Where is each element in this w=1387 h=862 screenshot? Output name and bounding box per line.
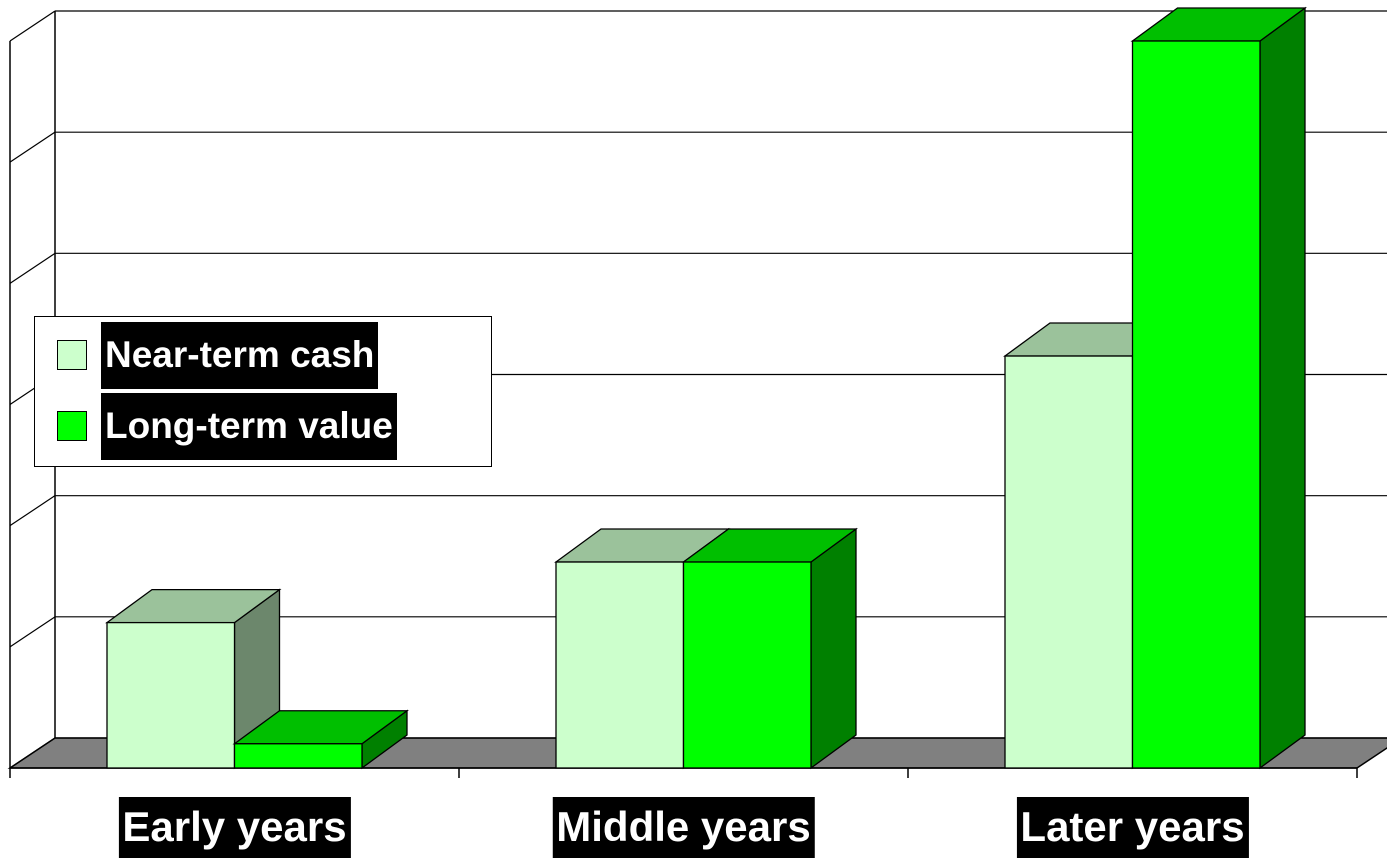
- wall-tick: [9, 252, 56, 284]
- x-tick-label: Later years: [1016, 797, 1249, 858]
- wall-tick: [9, 495, 56, 527]
- wall-tick: [9, 131, 56, 163]
- bar-side: [810, 527, 857, 770]
- legend-entry: Near-term cash: [57, 321, 379, 389]
- bar-front: [1131, 40, 1261, 769]
- wall-tick: [9, 737, 56, 769]
- legend-swatch: [57, 411, 87, 441]
- bar: [232, 709, 409, 770]
- wall-tick: [9, 616, 56, 648]
- legend-swatch: [57, 340, 87, 370]
- wall-tick: [9, 10, 56, 42]
- x-tick-label: Early years: [118, 797, 351, 858]
- bar-front: [682, 561, 812, 769]
- bar-front: [555, 561, 685, 769]
- bar: [1130, 6, 1307, 770]
- x-tick-label: Middle years: [552, 797, 815, 858]
- legend-label: Long-term value: [101, 392, 397, 460]
- legend-label: Near-term cash: [101, 321, 379, 389]
- bar-side: [1259, 6, 1306, 770]
- legend: Near-term cash Long-term value: [34, 316, 492, 467]
- legend-entry: Long-term value: [57, 392, 397, 460]
- bar: [681, 527, 858, 770]
- bar-front: [233, 743, 363, 769]
- bar-front: [106, 621, 236, 769]
- bar-front: [1004, 355, 1134, 769]
